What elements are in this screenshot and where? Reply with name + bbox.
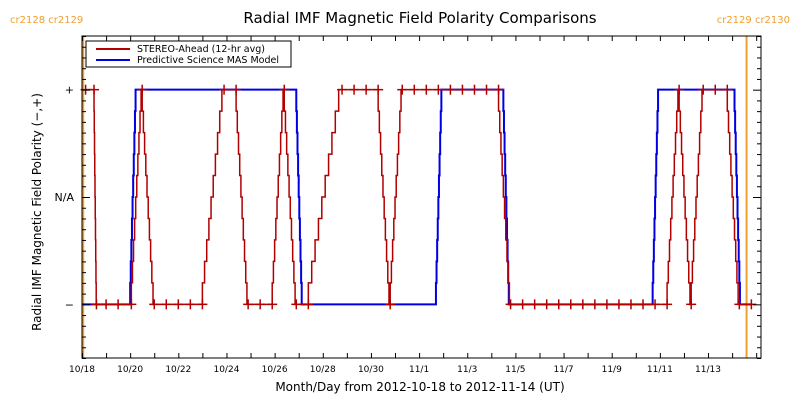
stereo-data-point xyxy=(137,84,148,95)
y-tick-label: + xyxy=(65,84,74,97)
stereo-data-point xyxy=(662,299,673,310)
plot-frame xyxy=(81,35,762,359)
y-tick-label: N/A xyxy=(55,191,75,204)
stereo-data-point xyxy=(219,84,230,95)
stereo-data-point xyxy=(698,84,709,95)
x-axis-label: Month/Day from 2012-10-18 to 2012-11-14 … xyxy=(275,380,564,394)
stereo-data-point xyxy=(409,84,420,95)
stereo-data-point xyxy=(113,299,124,310)
stereo-data-point xyxy=(445,84,456,95)
x-tick-label: 11/7 xyxy=(553,365,573,375)
stereo-data-point xyxy=(613,299,624,310)
carrington-label-right: cr2129 cr2130 xyxy=(717,15,790,26)
stereo-data-point xyxy=(337,84,348,95)
stereo-data-point xyxy=(243,299,254,310)
legend-label-mas: Predictive Science MAS Model xyxy=(137,55,279,66)
stereo-data-point xyxy=(722,84,733,95)
legend: STEREO-Ahead (12-hr avg) Predictive Scie… xyxy=(85,40,292,68)
stereo-data-point xyxy=(674,84,685,95)
stereo-data-point xyxy=(126,299,137,310)
x-tick-label: 11/5 xyxy=(505,365,525,375)
x-tick-label: 11/9 xyxy=(602,365,622,375)
stereo-data-point xyxy=(197,299,208,310)
stereo-data-point xyxy=(173,299,184,310)
stereo-data-point xyxy=(529,299,540,310)
x-tick-label: 10/22 xyxy=(165,365,191,375)
chart-title: Radial IMF Magnetic Field Polarity Compa… xyxy=(243,9,596,27)
stereo-data-point xyxy=(589,299,600,310)
stereo-data-point xyxy=(291,299,302,310)
series-line-mas-model xyxy=(82,88,752,306)
legend-box xyxy=(85,40,292,68)
stereo-data-point xyxy=(601,299,612,310)
y-axis-label: Radial IMF Magnetic Field Polarity (−,+) xyxy=(30,93,44,331)
stereo-data-point xyxy=(349,84,360,95)
stereo-data-point xyxy=(373,84,384,95)
stereo-data-point xyxy=(279,84,290,95)
stereo-data-point xyxy=(91,299,102,310)
legend-label-stereo: STEREO-Ahead (12-hr avg) xyxy=(137,44,265,55)
x-tick-label: 11/11 xyxy=(647,365,673,375)
stereo-data-point xyxy=(267,299,278,310)
x-tick-label: 10/24 xyxy=(213,365,239,375)
x-tick-label: 11/3 xyxy=(457,365,477,375)
stereo-data-point xyxy=(734,299,745,310)
stereo-data-point xyxy=(469,84,480,95)
stereo-data-point xyxy=(481,84,492,95)
stereo-data-point xyxy=(710,84,721,95)
x-tick-label: 10/20 xyxy=(117,365,143,375)
stereo-data-point xyxy=(231,84,242,95)
stereo-data-point xyxy=(638,299,649,310)
stereo-data-point xyxy=(161,299,172,310)
stereo-data-point xyxy=(686,299,697,310)
stereo-data-point xyxy=(493,84,504,95)
x-tick-label: 10/18 xyxy=(69,365,95,375)
stereo-data-point xyxy=(397,84,408,95)
stereo-data-point xyxy=(650,299,661,310)
carrington-label-left: cr2128 cr2129 xyxy=(10,15,83,26)
stereo-data-point xyxy=(457,84,468,95)
stereo-data-point xyxy=(303,299,314,310)
x-tick-label: 10/28 xyxy=(310,365,336,375)
stereo-data-point xyxy=(89,84,100,95)
x-tick-label: 10/26 xyxy=(262,365,288,375)
stereo-data-point xyxy=(255,299,266,310)
stereo-data-point xyxy=(541,299,552,310)
stereo-data-point xyxy=(517,299,528,310)
stereo-data-point xyxy=(553,299,564,310)
stereo-data-point xyxy=(625,299,636,310)
x-tick-label: 11/1 xyxy=(409,365,429,375)
series-line-stereo-ahead xyxy=(85,88,752,306)
stereo-data-point xyxy=(433,84,444,95)
stereo-data-point xyxy=(385,299,396,310)
x-tick-label: 11/13 xyxy=(695,365,721,375)
stereo-data-point xyxy=(149,299,160,310)
stereo-data-point xyxy=(361,84,372,95)
stereo-data-point xyxy=(185,299,196,310)
stereo-data-point xyxy=(505,299,516,310)
x-tick-label: 10/30 xyxy=(358,365,384,375)
y-tick-label: − xyxy=(65,298,74,311)
stereo-data-point xyxy=(421,84,432,95)
stereo-data-point xyxy=(101,299,112,310)
stereo-data-point xyxy=(565,299,576,310)
stereo-data-point xyxy=(577,299,588,310)
